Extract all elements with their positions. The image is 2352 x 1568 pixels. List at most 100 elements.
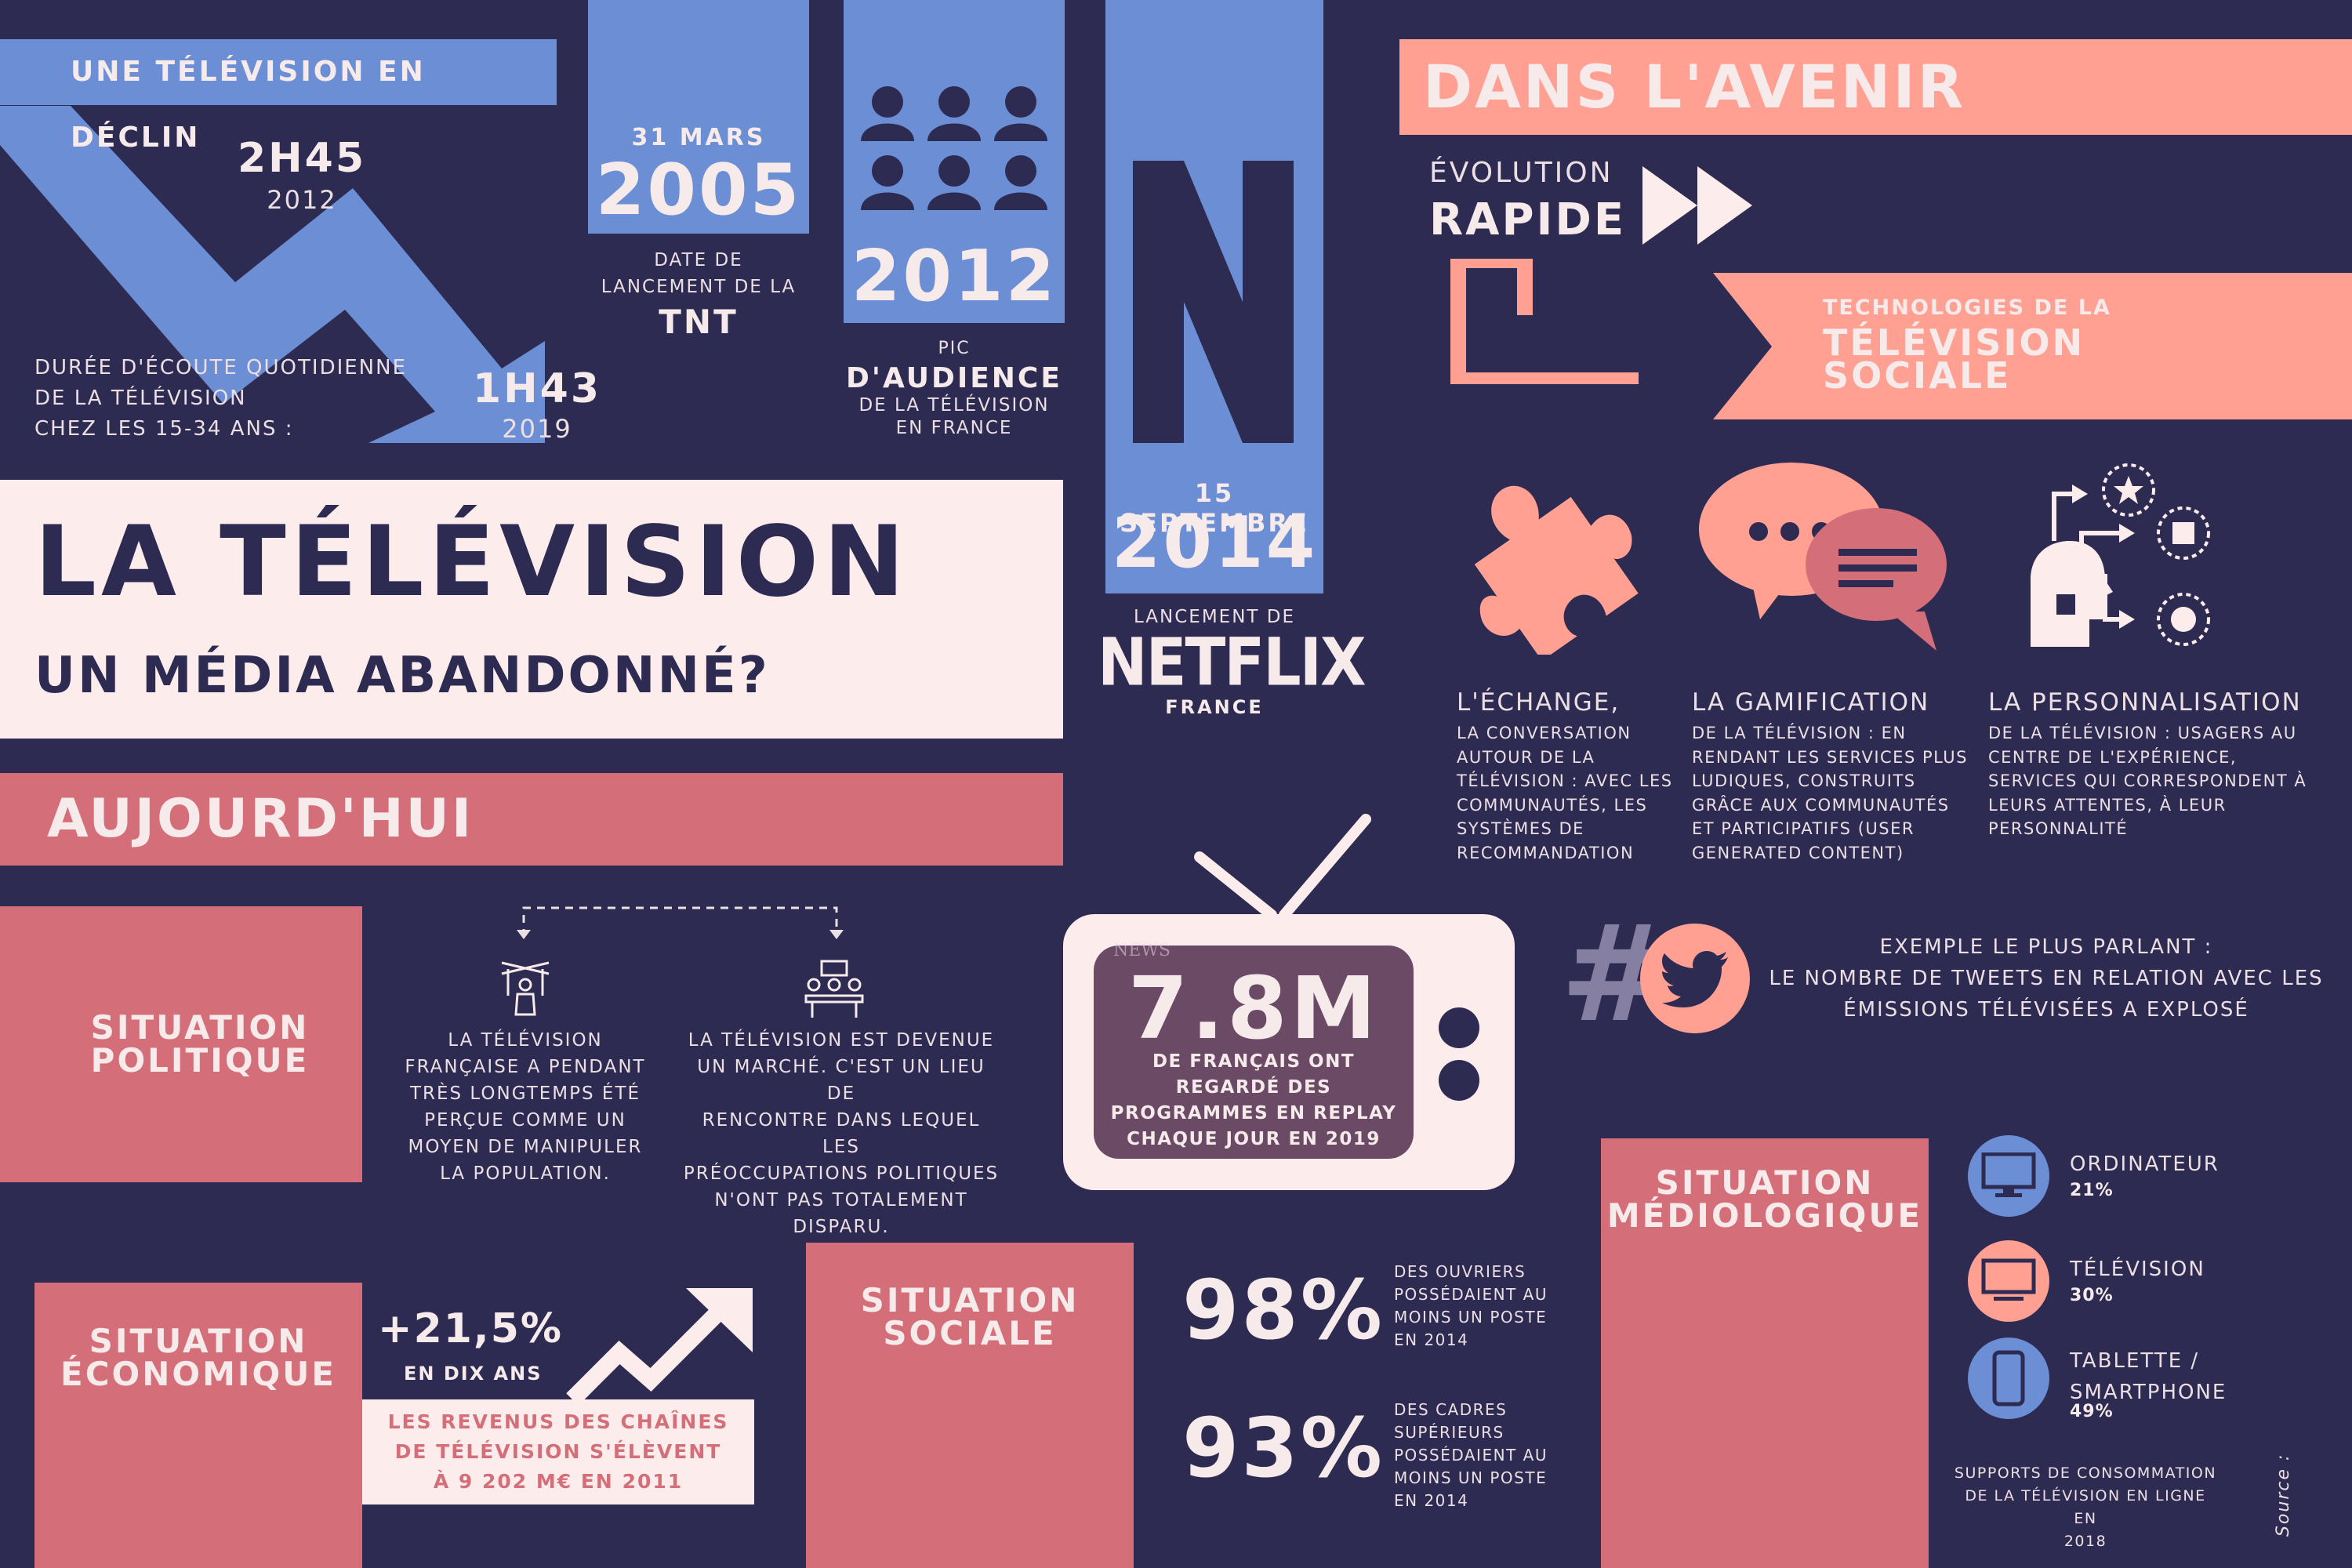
social-stat-line: DES CADRES: [1394, 1400, 1508, 1419]
tweet-text-line: LE NOMBRE DE TWEETS EN RELATION AVEC LES: [1769, 967, 2324, 990]
tech-line2: TÉLÉVISION: [1823, 321, 2085, 364]
computer-glyph-icon: [1981, 1152, 2036, 1197]
political-label-line: POLITIQUE: [90, 1041, 310, 1080]
medio-item-name-line: TABLETTE /: [2070, 1349, 2200, 1373]
computer-icon: [1968, 1135, 2049, 1217]
tv-knob[interactable]: [1439, 1007, 1479, 1048]
medio-item-name: TABLETTE / SMARTPHONE: [2070, 1345, 2227, 1408]
social-stat-line: MOINS UN POSTE: [1394, 1468, 1548, 1487]
gamif-title: LA GAMIFICATION: [1692, 688, 1930, 717]
political-text-line: LA TÉLÉVISION EST DEVENUE: [688, 1030, 995, 1051]
medio-item-name: ORDINATEUR: [2070, 1152, 2220, 1176]
exchange-text-line: TÉLÉVISION : AVEC LES: [1457, 771, 1673, 790]
gamif-text-line: LUDIQUES, CONSTRUITS: [1692, 771, 1916, 790]
medio-caption-line: 2018: [2063, 1533, 2107, 1550]
social-stat-line: POSSÉDAIENT AU: [1394, 1285, 1548, 1304]
tweet-text-line: ÉMISSIONS TÉLÉVISÉES A EXPLOSÉ: [1843, 998, 2249, 1022]
tnt-name: TNT: [659, 303, 739, 341]
decline-value-2019: 1H43: [472, 365, 602, 412]
social-stat1: 98%: [1182, 1262, 1385, 1358]
tech-line1: TECHNOLOGIES DE LA: [1823, 296, 2111, 320]
smartphone-glyph-icon: [1992, 1350, 2025, 1406]
replay-caption: DE FRANÇAIS ONT REGARDÉ DES PROGRAMMES E…: [1094, 1049, 1414, 1152]
social-stat-line: POSSÉDAIENT AU: [1394, 1446, 1548, 1465]
perso-text-line: LEURS ATTENTES, À LEUR: [1988, 795, 2227, 815]
replay-value: 7.8M: [1127, 958, 1380, 1058]
economic-panel: [34, 1283, 362, 1568]
personalization-icon: [2031, 463, 2210, 647]
tnt-caption-line: DATE DE: [654, 250, 743, 270]
political-panel: [0, 906, 362, 1182]
political-text-line: DISPARU.: [793, 1217, 890, 1237]
gamif-text-line: DE LA TÉLÉVISION : EN: [1692, 724, 1907, 742]
political-text-line: RENCONTRE DANS LEQUEL LES: [702, 1110, 981, 1157]
social-stat-line: EN 2014: [1394, 1491, 1469, 1510]
chat-bubbles-icon: [1699, 463, 1947, 651]
perso-text-line: SERVICES QUI CORRESPONDENT À: [1988, 771, 2307, 790]
peak-year: 2012: [851, 235, 1058, 318]
political-text-right: LA TÉLÉVISION EST DEVENUE UN MARCHÉ. C'E…: [681, 1027, 1002, 1240]
political-text-line: MOYEN DE MANIPULER: [408, 1137, 643, 1157]
medio-caption-line: SUPPORTS DE CONSOMMATION: [1954, 1465, 2217, 1482]
political-label: SITUATION POLITIQUE: [0, 1011, 400, 1077]
decline-header: UNE TÉLÉVISION EN DÉCLIN: [0, 39, 557, 154]
dashed-connector: [517, 906, 844, 939]
economic-box-line: DE TÉLÉVISION S'ÉLÈVENT: [394, 1440, 722, 1463]
social-label-line: SOCIALE: [883, 1314, 1057, 1352]
economic-box-line: À 9 202 M€ EN 2011: [433, 1470, 684, 1493]
today-header: AUJOURD'HUI: [0, 773, 1063, 866]
perso-title: LA PERSONNALISATION: [1988, 688, 2302, 717]
decline-year-2019: 2019: [502, 414, 572, 444]
tweet-text-line: EXEMPLE LE PLUS PARLANT :: [1879, 935, 2213, 959]
tv-antenna: [1194, 814, 1371, 920]
social-stat2-text: DES CADRES SUPÉRIEURS POSSÉDAIENT AU MOI…: [1394, 1399, 1548, 1512]
social-panel: [806, 1243, 1134, 1568]
fast-forward-icon: [1642, 166, 1752, 245]
decline-year-2012: 2012: [267, 185, 337, 215]
political-text-left: LA TÉLÉVISION FRANÇAISE A PENDANT TRÈS L…: [392, 1027, 659, 1187]
exchange-text-line: LA CONVERSATION: [1457, 724, 1632, 742]
peak-caption: DE LA TÉLÉVISION EN FRANCE: [831, 394, 1077, 440]
perso-text-line: CENTRE DE L'EXPÉRIENCE,: [1988, 747, 2238, 767]
political-text-line: PRÉOCCUPATIONS POLITIQUES: [683, 1163, 1000, 1184]
replay-caption-line: REGARDÉ DES: [1175, 1077, 1332, 1098]
social-label: SITUATION SOCIALE: [806, 1284, 1134, 1350]
page-subtitle: UN MÉDIA ABANDONNÉ?: [34, 647, 770, 705]
puppet-icon: [501, 961, 550, 1016]
meeting-icon: [804, 960, 864, 1018]
social-stat2: 93%: [1182, 1400, 1385, 1496]
decline-arrow: [0, 106, 545, 443]
decline-caption-line: CHEZ LES 15-34 ANS :: [34, 417, 294, 441]
decline-value-2012: 2H45: [237, 135, 367, 182]
political-text-line: FRANÇAISE A PENDANT: [405, 1057, 646, 1077]
tv-glyph-icon: [1981, 1258, 2036, 1301]
medio-label: SITUATION MÉDIOLOGIQUE: [1601, 1167, 1929, 1232]
economic-label-line: SITUATION: [89, 1322, 308, 1360]
political-text-line: N'ONT PAS TOTALEMENT: [714, 1190, 968, 1210]
peak-line2: D'AUDIENCE: [846, 362, 1062, 394]
medio-item-name-line: SMARTPHONE: [2070, 1381, 2227, 1404]
replay-caption-line: CHAQUE JOUR EN 2019: [1127, 1129, 1381, 1149]
social-stat-line: DES OUVRIERS: [1394, 1262, 1526, 1281]
gamif-text-line: GENERATED CONTENT): [1692, 843, 1904, 862]
medio-item-pct: 21%: [2070, 1181, 2114, 1200]
tech-arrow: [1450, 259, 2352, 419]
medio-caption: SUPPORTS DE CONSOMMATION DE LA TÉLÉVISIO…: [1952, 1462, 2219, 1553]
page-title: LA TÉLÉVISION: [34, 506, 909, 619]
tv-knob[interactable]: [1439, 1060, 1479, 1101]
tnt-caption-line: LANCEMENT DE LA: [601, 277, 797, 297]
gamif-text-line: GRÂCE AUX COMMUNAUTÉS: [1692, 795, 1950, 815]
medio-item-pct: 49%: [2070, 1402, 2114, 1421]
future-evo-line2: RAPIDE: [1429, 194, 1627, 245]
political-text-line: LA TÉLÉVISION: [448, 1030, 603, 1051]
replay-caption-line: PROGRAMMES EN REPLAY: [1110, 1103, 1397, 1123]
title-panel: [0, 480, 1063, 739]
peak-line1: PIC: [938, 339, 971, 358]
netflix-date: 15 SEPTEMBRE: [1120, 478, 1309, 538]
perso-text: DE LA TÉLÉVISION : USAGERS AU CENTRE DE …: [1988, 721, 2307, 841]
gamif-text-line: ET PARTICIPATIFS (USER: [1692, 819, 1915, 838]
social-stat1-text: DES OUVRIERS POSSÉDAIENT AU MOINS UN POS…: [1394, 1261, 1548, 1352]
tech-line3: SOCIALE: [1823, 354, 2012, 397]
peak-caption-line: EN FRANCE: [895, 418, 1013, 438]
social-stat-line: MOINS UN POSTE: [1394, 1308, 1548, 1327]
